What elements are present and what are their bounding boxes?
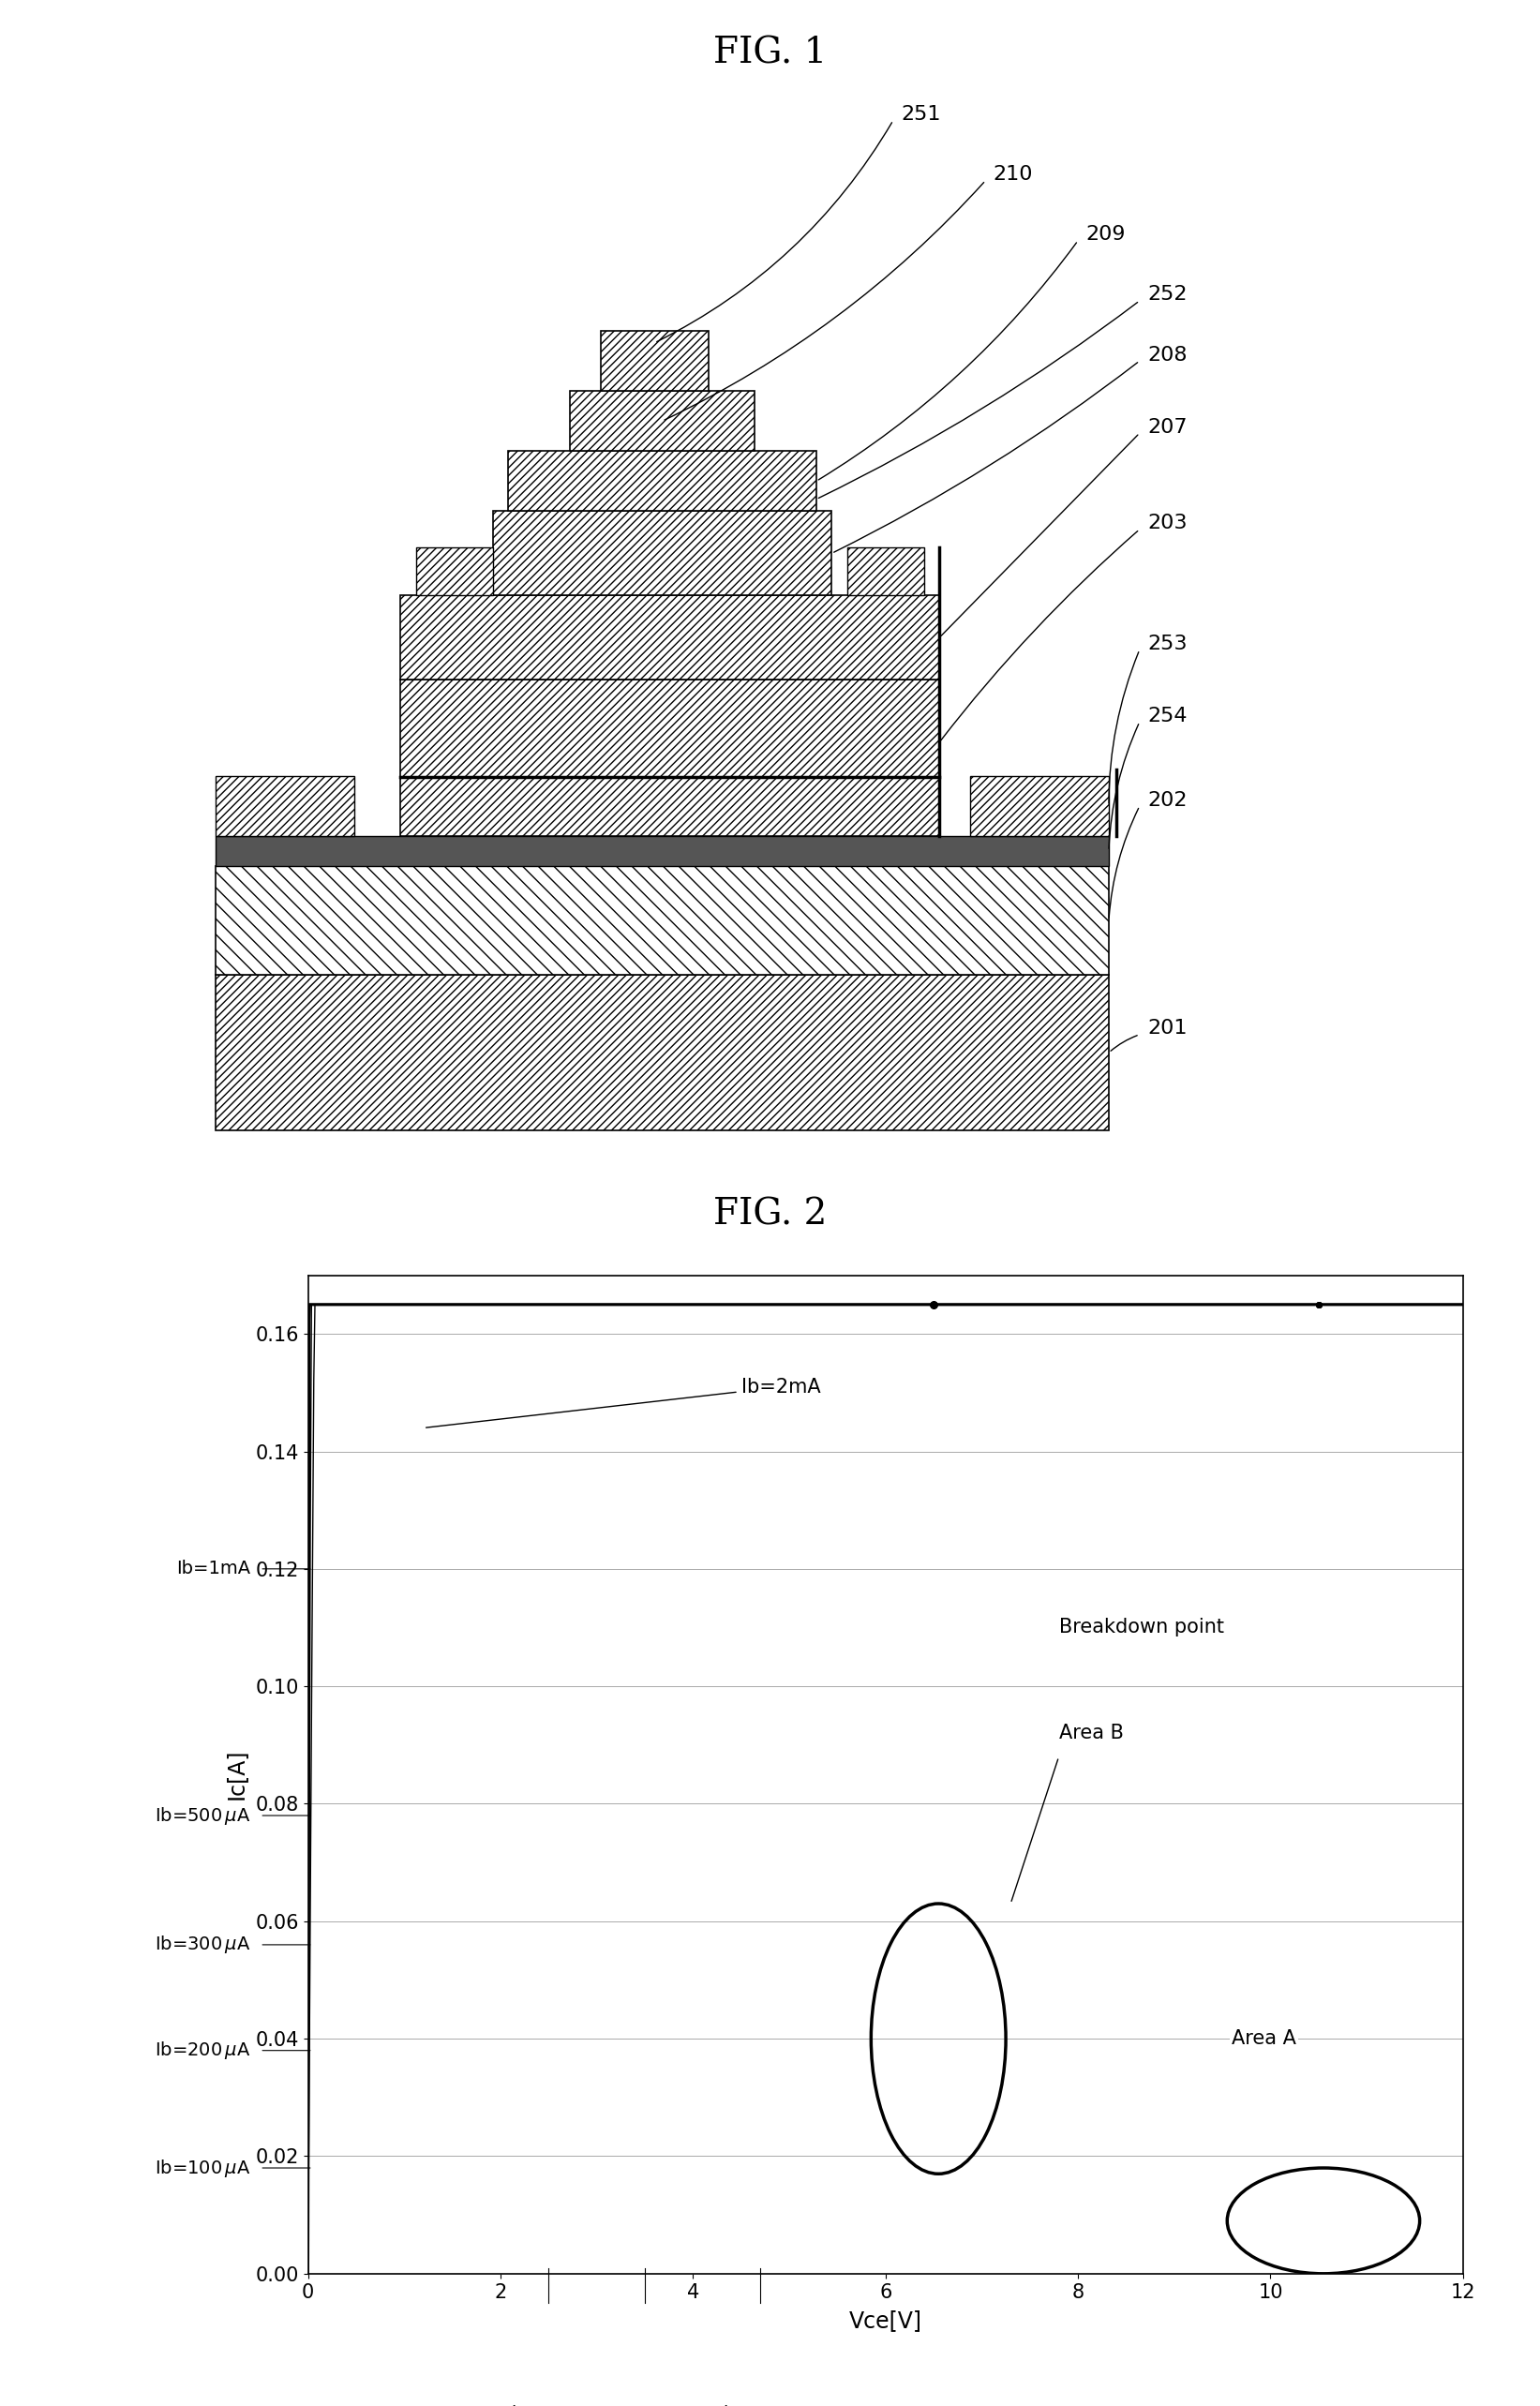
Text: 201: 201 [1147, 1020, 1187, 1037]
Bar [508, 452, 816, 512]
Bar [416, 549, 493, 594]
Text: Ib=300$\,\mu$A: Ib=300$\,\mu$A [154, 1934, 249, 1956]
Bar [970, 775, 1109, 837]
Bar [400, 594, 939, 678]
Text: 209: 209 [1086, 226, 1126, 243]
Bar [216, 835, 1109, 866]
Y-axis label: Ic[A]: Ic[A] [225, 1749, 248, 1800]
Bar [847, 549, 924, 594]
Text: Area A: Area A [1232, 2028, 1297, 2048]
Text: 207: 207 [1147, 419, 1187, 435]
Bar [400, 678, 939, 837]
Text: 202: 202 [1147, 792, 1187, 808]
Text: FIG. 1: FIG. 1 [713, 36, 827, 70]
Bar [216, 775, 354, 837]
Text: Ib=1mA: Ib=1mA [176, 1559, 249, 1578]
Text: 253: 253 [1147, 635, 1187, 652]
X-axis label: Vce[V]: Vce[V] [849, 2310, 922, 2331]
Text: 203: 203 [1147, 515, 1187, 532]
Bar [493, 512, 832, 594]
Text: 210: 210 [993, 166, 1033, 183]
Text: Area B: Area B [1060, 1725, 1123, 1742]
Text: 254: 254 [1147, 707, 1187, 724]
Bar [216, 866, 1109, 974]
Text: Ib=10$\,\mu$A: Ib=10$\,\mu$A [718, 2404, 802, 2406]
Text: Ib=50$\,\mu$A: Ib=50$\,\mu$A [507, 2404, 591, 2406]
Bar [216, 974, 1109, 1131]
Bar [601, 330, 708, 390]
Text: 208: 208 [1147, 346, 1187, 363]
Text: 252: 252 [1147, 286, 1187, 303]
Text: Breakdown point: Breakdown point [1060, 1619, 1224, 1636]
Text: 251: 251 [901, 106, 941, 123]
Text: Ib=500$\,\mu$A: Ib=500$\,\mu$A [154, 1804, 249, 1826]
Text: Ib=200$\,\mu$A: Ib=200$\,\mu$A [154, 2040, 249, 2062]
Text: FIG. 2: FIG. 2 [713, 1198, 827, 1232]
Text: Ib=100$\,\mu$A: Ib=100$\,\mu$A [154, 2158, 249, 2180]
Bar [570, 390, 755, 452]
Text: Ib=2mA: Ib=2mA [427, 1379, 821, 1427]
